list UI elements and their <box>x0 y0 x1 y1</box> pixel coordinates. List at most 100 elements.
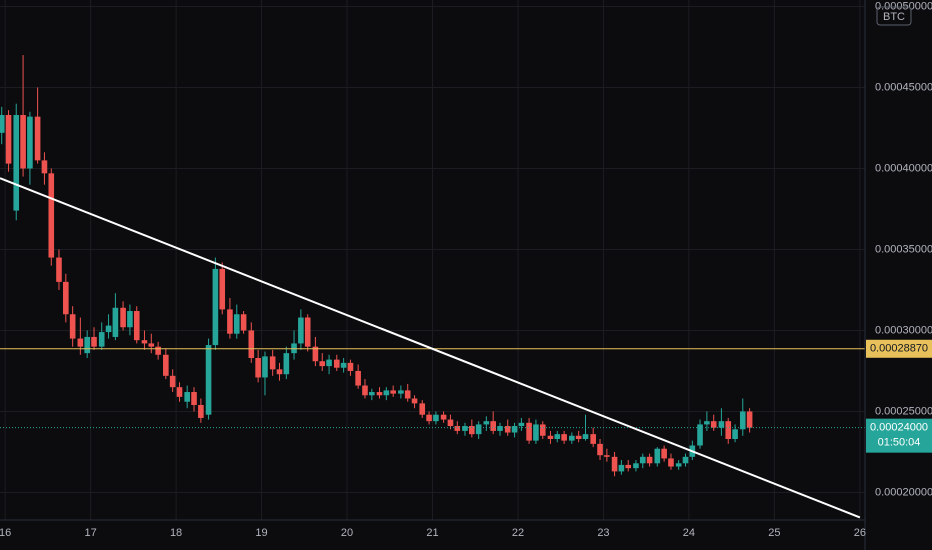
candle-body <box>611 456 618 472</box>
candle-body <box>618 464 625 472</box>
countdown: 01:50:04 <box>878 437 921 449</box>
candle-body <box>198 404 204 418</box>
candle-body <box>404 390 411 399</box>
price-label-box <box>866 339 932 358</box>
candle-body <box>240 314 247 331</box>
candle-body <box>319 361 326 367</box>
candle-body <box>283 353 290 375</box>
candle-body <box>710 421 717 428</box>
candle-body <box>704 421 710 425</box>
candle-body <box>98 332 105 347</box>
x-tick-label: 18 <box>170 527 182 539</box>
candle-body <box>633 463 639 469</box>
candle-body <box>718 421 725 428</box>
candle-body <box>148 343 155 347</box>
candle-body <box>746 411 753 428</box>
candle-body <box>575 435 582 440</box>
candle-body <box>569 435 575 441</box>
candle-body <box>440 414 447 420</box>
y-tick-label: 0.00040000 <box>875 162 932 174</box>
candle-body <box>120 307 126 328</box>
y-tick-label: 0.00020000 <box>875 486 932 498</box>
candle-body <box>398 390 404 394</box>
candle-body <box>233 314 240 334</box>
candle-body <box>326 359 332 367</box>
candle-body <box>433 414 439 422</box>
candle-body <box>739 411 746 430</box>
candle-body <box>27 116 33 169</box>
candle-body <box>369 392 375 396</box>
grid <box>0 0 865 520</box>
candle-body <box>255 358 261 378</box>
x-tick-label: 24 <box>683 527 695 539</box>
x-tick-label: 22 <box>512 527 524 539</box>
x-tick-label: 19 <box>255 527 267 539</box>
candle-body <box>133 311 140 341</box>
candle-body <box>355 370 361 386</box>
candle-body <box>227 309 233 334</box>
candle-body <box>0 115 5 133</box>
last-price-box <box>866 418 932 453</box>
candle-body <box>112 307 119 337</box>
x-tick-label: 16 <box>0 527 11 539</box>
candle-body <box>518 422 525 427</box>
candle-body <box>5 115 12 164</box>
x-tick-label: 25 <box>768 527 780 539</box>
candle-body <box>248 330 255 359</box>
candle-body <box>682 456 689 464</box>
candle-body <box>63 281 69 315</box>
candle-body <box>383 390 390 396</box>
candle-body <box>590 434 596 444</box>
y-tick-label: 0.00030000 <box>875 324 932 336</box>
candle-body <box>56 257 62 282</box>
candle-body <box>312 346 319 362</box>
candle-body <box>497 426 503 431</box>
candle-body <box>725 421 732 440</box>
x-tick-label: 21 <box>426 527 438 539</box>
candle-body <box>554 434 561 440</box>
candle-body <box>411 398 418 404</box>
candle-body <box>646 456 653 464</box>
candle-body <box>426 414 432 422</box>
candle-body <box>333 359 340 368</box>
candle-body <box>163 354 169 376</box>
candle-body <box>91 336 97 347</box>
candle-body <box>269 356 276 370</box>
candle-body <box>539 424 546 436</box>
price-label: 0.00028870 <box>870 343 928 355</box>
candle-body <box>298 317 304 344</box>
candle-body <box>304 317 311 347</box>
candle-body <box>41 160 48 174</box>
candle-body <box>547 435 554 440</box>
candle-body <box>84 336 90 354</box>
candle-body <box>654 448 661 464</box>
candle-body <box>262 356 268 378</box>
candle-body <box>155 346 161 355</box>
candle-body <box>191 392 197 405</box>
candle-body <box>347 362 354 371</box>
candle-body <box>48 173 55 258</box>
candle-body <box>212 268 219 346</box>
candle-body <box>276 369 283 375</box>
candle-body <box>376 392 383 396</box>
candle-body <box>447 419 454 427</box>
y-tick-label: 0.00035000 <box>875 243 932 255</box>
candle-body <box>483 421 490 425</box>
x-tick-label: 26 <box>854 527 866 539</box>
candle-body <box>454 426 461 431</box>
candle-body <box>105 325 112 333</box>
currency-label: BTC <box>883 11 905 23</box>
overlays <box>0 177 865 519</box>
x-tick-label: 17 <box>84 527 96 539</box>
x-tick-label: 23 <box>597 527 609 539</box>
candle-body <box>20 115 26 169</box>
candle-body <box>526 422 532 441</box>
candle-body <box>533 424 539 441</box>
candle-body <box>184 392 190 402</box>
candle-body <box>205 345 212 415</box>
candle-body <box>604 455 610 457</box>
candle-body <box>141 340 148 344</box>
